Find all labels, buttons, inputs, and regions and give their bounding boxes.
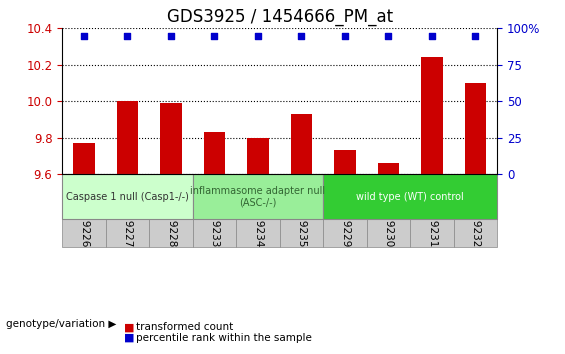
Text: percentile rank within the sample: percentile rank within the sample [136,333,311,343]
FancyBboxPatch shape [62,174,193,219]
Point [167,33,176,39]
Bar [106,174,149,247]
Bar [149,174,193,247]
Bar [454,174,497,247]
FancyBboxPatch shape [323,174,497,219]
Bar [377,163,399,174]
Bar [116,101,138,174]
Title: GDS3925 / 1454666_PM_at: GDS3925 / 1454666_PM_at [167,8,393,25]
Bar [464,83,486,174]
Text: genotype/variation ▶: genotype/variation ▶ [6,319,116,329]
Point [210,33,219,39]
Point [253,33,262,39]
Bar [334,150,356,174]
Bar [193,174,236,247]
Text: Caspase 1 null (Casp1-/-): Caspase 1 null (Casp1-/-) [66,192,189,202]
Point [297,33,306,39]
Point [79,33,88,39]
Text: inflammasome adapter null
(ASC-/-): inflammasome adapter null (ASC-/-) [190,186,325,207]
Text: transformed count: transformed count [136,322,233,332]
Bar [421,57,443,174]
Bar [280,174,323,247]
Point [123,33,132,39]
Bar [160,103,182,174]
Point [471,33,480,39]
Bar [410,174,454,247]
Bar [236,174,280,247]
Point [340,33,349,39]
Bar [203,132,225,174]
Point [384,33,393,39]
Point [427,33,436,39]
Bar [323,174,367,247]
FancyBboxPatch shape [193,174,323,219]
Text: ■: ■ [124,333,135,343]
Bar [247,138,269,174]
Bar [367,174,410,247]
Text: wild type (WT) control: wild type (WT) control [357,192,464,202]
Bar [73,143,95,174]
Bar [290,114,312,174]
Text: ■: ■ [124,322,135,332]
Bar [62,174,106,247]
